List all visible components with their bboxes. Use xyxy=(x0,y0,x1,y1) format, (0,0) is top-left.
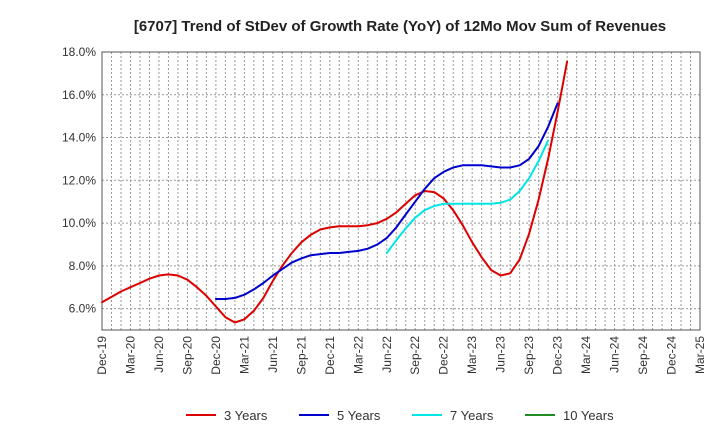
x-tick-label: Dec-24 xyxy=(665,336,679,375)
x-tick-label: Mar-25 xyxy=(693,336,707,374)
series-line-5-years xyxy=(214,102,559,300)
x-tick-label: Jun-20 xyxy=(152,336,166,373)
x-tick-label: Dec-23 xyxy=(551,336,565,375)
legend-label: 7 Years xyxy=(450,408,494,423)
legend-label: 3 Years xyxy=(224,408,268,423)
x-tick-label: Mar-22 xyxy=(351,336,365,374)
x-tick-label: Jun-23 xyxy=(494,336,508,373)
y-tick-label: 6.0% xyxy=(69,302,97,316)
x-tick-label: Jun-21 xyxy=(266,336,280,373)
x-tick-label: Sep-23 xyxy=(522,336,536,375)
y-tick-label: 8.0% xyxy=(69,259,97,273)
plot-area-frame xyxy=(101,51,701,331)
y-tick-label: 10.0% xyxy=(62,216,96,230)
x-tick-label: Sep-21 xyxy=(294,336,308,375)
chart-title: [6707] Trend of StDev of Growth Rate (Yo… xyxy=(134,18,666,35)
series-line-3-years xyxy=(101,60,569,324)
x-tick-label: Dec-20 xyxy=(209,336,223,375)
x-tick-label: Sep-22 xyxy=(408,336,422,375)
x-tick-label: Dec-19 xyxy=(95,336,109,375)
x-tick-label: Jun-22 xyxy=(380,336,394,373)
x-axis-ticks: Dec-19 Mar-20 Jun-20 Sep-20 Dec-20 Mar-21 Jun-… xyxy=(95,336,707,375)
y-tick-label: 14.0% xyxy=(62,131,96,145)
legend-label: 10 Years xyxy=(563,408,614,423)
x-tick-label: Dec-21 xyxy=(323,336,337,375)
series-lines xyxy=(101,60,569,324)
x-tick-label: Mar-20 xyxy=(123,336,137,374)
legend: 3 Years 5 Years 7 Years 10 Years xyxy=(186,408,614,423)
x-tick-label: Mar-21 xyxy=(237,336,251,374)
x-tick-label: Sep-20 xyxy=(180,336,194,375)
legend-label: 5 Years xyxy=(337,408,381,423)
x-tick-label: Sep-24 xyxy=(636,336,650,375)
y-tick-label: 18.0% xyxy=(62,45,96,59)
x-tick-label: Mar-23 xyxy=(465,336,479,374)
y-tick-label: 12.0% xyxy=(62,173,96,187)
grid xyxy=(102,51,700,330)
y-axis-ticks: 6.0% 8.0% 10.0% 12.0% 14.0% 16.0% 18.0% xyxy=(62,45,96,316)
x-tick-label: Mar-24 xyxy=(579,336,593,374)
x-tick-label: Jun-24 xyxy=(608,336,622,373)
x-tick-label: Dec-22 xyxy=(437,336,451,375)
y-tick-label: 16.0% xyxy=(62,88,96,102)
series-line-7-years xyxy=(385,139,550,254)
